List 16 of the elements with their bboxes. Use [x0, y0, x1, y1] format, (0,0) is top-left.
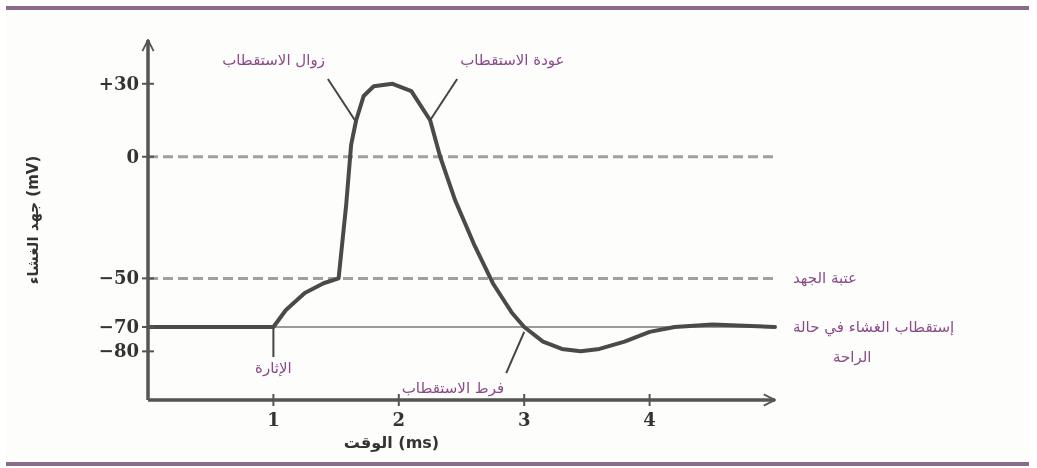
annotation: عودة الاستقطاب: [460, 51, 565, 70]
ref-line-label: إستقطاب الغشاء في حالة الراحة: [793, 318, 955, 367]
annotation: فرط الاستقطاب: [401, 378, 505, 397]
y-axis-title: جهد الغشاء (mV): [24, 155, 42, 285]
y-tick-label: +30: [98, 72, 139, 94]
x-tick-label: 2: [392, 409, 406, 430]
ref-line-label: عتبة الجهد: [793, 269, 858, 288]
x-tick-label: 1: [267, 409, 280, 430]
y-tick-label: 0: [126, 145, 139, 167]
y-tick-label: −70: [98, 316, 139, 338]
y-tick-label: −50: [98, 267, 139, 289]
x-tick-label: 3: [517, 409, 531, 430]
x-tick-label: 4: [643, 409, 656, 430]
x-axis-title: الوقت (ms): [343, 433, 440, 452]
y-tick-label: −80: [98, 340, 139, 362]
annotation: زوال الاستقطاب: [222, 51, 325, 70]
